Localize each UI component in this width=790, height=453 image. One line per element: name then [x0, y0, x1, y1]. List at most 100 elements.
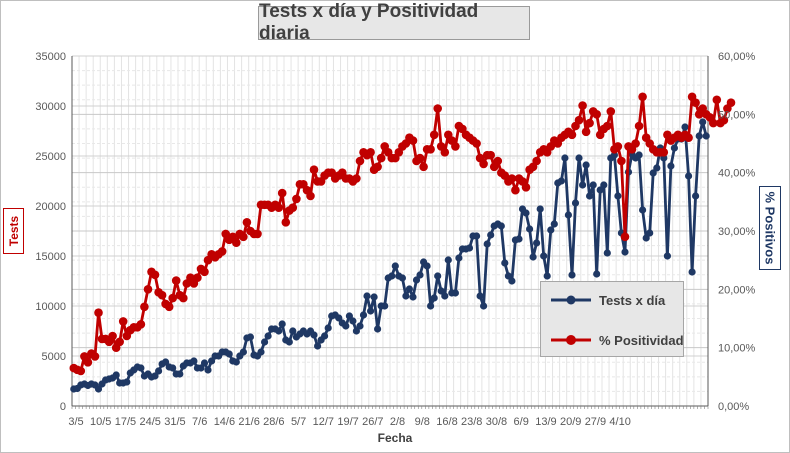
y-right-tick-label: 20,00% — [718, 284, 756, 296]
y-left-tick-label: 5000 — [42, 351, 66, 363]
tests-point — [649, 169, 657, 177]
chart-title: Tests x día y Positividad diaria — [258, 1, 530, 44]
tests-point — [476, 292, 484, 300]
positividad-point — [253, 229, 262, 239]
tests-point — [504, 272, 512, 280]
x-tick-label: 5/7 — [291, 416, 306, 428]
positividad-point — [76, 366, 86, 376]
tests-point — [473, 232, 481, 240]
positividad-point — [108, 331, 117, 341]
tests-point — [137, 364, 145, 372]
tests-point — [596, 186, 604, 194]
tests-point — [568, 271, 576, 279]
tests-point — [208, 357, 216, 365]
tests-point — [593, 270, 601, 278]
tests-point — [197, 364, 205, 372]
x-tick-label: 13/9 — [535, 416, 556, 428]
positividad-point — [726, 98, 736, 107]
y-left-tick-label: 25000 — [35, 151, 66, 163]
positividad-point — [613, 142, 623, 151]
tests-point — [667, 162, 675, 170]
tests-point — [261, 338, 269, 346]
x-tick-label: 2/8 — [390, 416, 405, 428]
positividad-point — [440, 148, 450, 157]
tests-point — [423, 262, 431, 270]
y-right-tick-label: 30,00% — [718, 226, 756, 238]
positividad-point — [606, 107, 616, 116]
tests-point — [381, 302, 389, 310]
tests-point — [246, 333, 254, 341]
tests-point — [695, 132, 703, 140]
tests-point — [663, 252, 672, 260]
tests-point — [561, 154, 569, 162]
tests-point — [600, 181, 608, 189]
positividad-point — [429, 130, 439, 140]
tests-point — [374, 325, 382, 333]
tests-point — [547, 226, 555, 234]
x-tick-label: 31/5 — [164, 416, 185, 428]
positividad-point — [143, 285, 153, 294]
y-right-tick-label: 60,00% — [718, 51, 756, 63]
tests-point — [451, 289, 459, 297]
positividad-point — [277, 188, 287, 198]
positividad-point — [507, 174, 517, 183]
tests-point — [465, 244, 474, 252]
tests-point — [702, 132, 710, 140]
positividad-point — [486, 150, 496, 160]
tests-point — [480, 302, 488, 310]
x-tick-label: 30/8 — [486, 416, 507, 428]
tests-point — [112, 371, 120, 379]
positividad-point — [426, 145, 435, 154]
legend-item-positividad: % Positividad — [549, 331, 684, 349]
x-tick-label: 6/9 — [514, 416, 529, 428]
positividad-point — [355, 156, 365, 166]
tests-point — [441, 292, 449, 300]
x-tick-label: 10/5 — [90, 416, 111, 428]
tests-point — [603, 249, 611, 257]
tests-point — [278, 320, 286, 328]
positividad-point — [472, 139, 481, 148]
positividad-point — [419, 162, 428, 172]
tests-point — [370, 293, 378, 301]
positividad-point — [83, 358, 93, 367]
x-tick-label: 24/5 — [139, 416, 160, 428]
positividad-point — [115, 337, 124, 347]
positividad-point — [574, 115, 584, 125]
y-left-tick-label: 30000 — [35, 101, 66, 113]
positividad-point — [451, 142, 460, 151]
positividad-point — [366, 148, 375, 157]
y-axis-left-label: Tests — [6, 215, 21, 247]
tests-point — [434, 272, 442, 280]
positividad-point — [373, 162, 382, 172]
tests-point — [204, 366, 212, 374]
tests-point — [123, 378, 131, 386]
tests-point — [536, 205, 544, 213]
positividad-point — [578, 101, 587, 110]
tests-point — [321, 332, 329, 340]
tests-point — [430, 294, 438, 302]
y-left-tick-label: 0 — [60, 401, 66, 413]
positividad-point — [408, 136, 418, 145]
tests-point — [349, 317, 357, 325]
positividad-point — [232, 238, 241, 247]
tests-point — [557, 177, 566, 185]
tests-point — [685, 172, 693, 180]
tests-point — [639, 206, 647, 214]
positividad-point — [239, 232, 248, 242]
tests-point — [94, 385, 103, 393]
x-tick-label: 4/10 — [609, 416, 630, 428]
tests-point — [582, 161, 590, 169]
positividad-point — [567, 130, 577, 140]
chart-title-text: Tests x día y Positividad diaria — [259, 1, 479, 44]
x-tick-label: 28/6 — [263, 416, 284, 428]
positividad-point — [684, 133, 693, 142]
positividad-point — [352, 174, 361, 183]
tests-point — [575, 154, 583, 162]
tests-point — [487, 231, 495, 239]
tests-point — [642, 234, 650, 242]
tests-point — [151, 372, 159, 380]
positividad-point — [603, 121, 612, 131]
tests-point — [444, 256, 452, 264]
positividad-point — [585, 118, 594, 128]
